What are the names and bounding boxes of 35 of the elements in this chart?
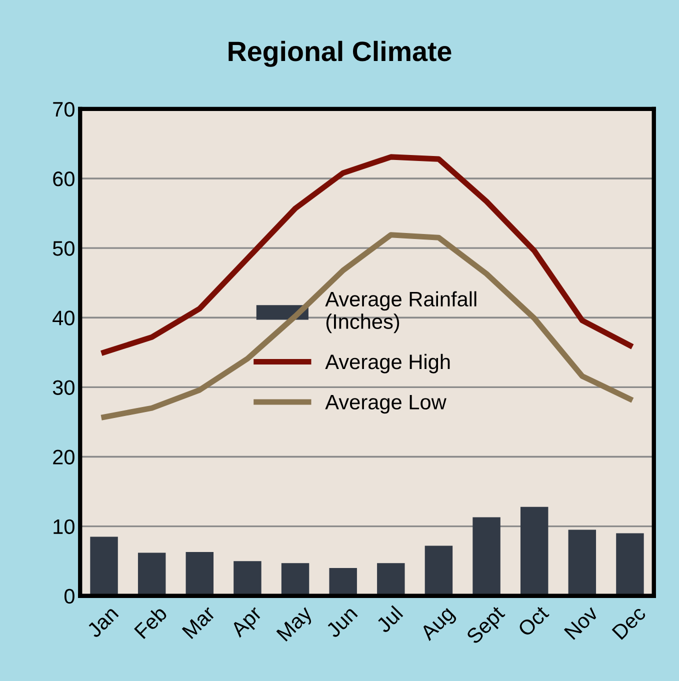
x-tick-label: Feb [133,604,168,640]
y-tick-label: 0 [64,588,74,604]
x-tick-label: Dec [612,605,647,640]
x-tick-label: Aug [419,606,458,644]
x-tick-label: Jun [325,606,358,639]
x-tick-label: Jan [86,606,119,639]
legend-label: Average High [325,354,450,374]
x-tick-label: Nov [564,604,600,640]
bar [186,552,214,596]
bar [616,533,644,596]
x-tick-label: Mar [182,604,216,640]
bar [424,546,453,596]
chart-title: Regional Climate [228,40,452,67]
y-tick-label: 10 [54,519,74,534]
y-tick-label: 70 [53,102,74,117]
bar [329,568,357,596]
y-tick-label: 50 [52,241,74,256]
bar [377,563,405,596]
y-tick-label: 20 [53,450,74,465]
legend-label: Average Low [325,394,446,414]
y-tick-label: 60 [53,172,74,186]
bar [520,506,548,596]
bar [281,563,310,596]
bar [472,517,500,596]
legend-label: Average Rainfall (Inches) [325,291,476,334]
bar [90,536,118,596]
x-tick-label: Jul [374,605,404,634]
x-tick-label: May [276,604,316,645]
bar [568,530,596,596]
x-tick-label: Apr [230,604,266,641]
bar [138,552,166,596]
y-tick-label: 40 [52,310,74,326]
bar [234,561,262,596]
y-tick-label: 30 [52,380,74,395]
x-tick-label: Oct [517,604,550,638]
